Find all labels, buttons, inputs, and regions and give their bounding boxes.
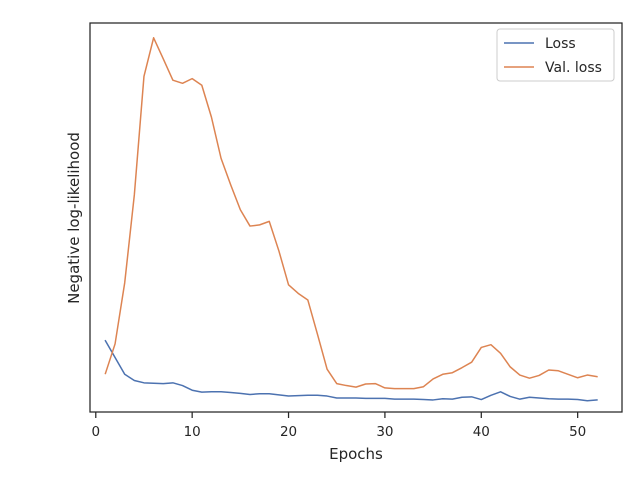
plot-lines: [104, 37, 598, 402]
legend-label-loss: Loss: [545, 36, 576, 52]
x-tick-label: 0: [91, 424, 100, 440]
y-axis-label: Negative log-likelihood: [65, 132, 83, 304]
x-tick-label: 50: [569, 424, 586, 440]
series-line-loss: [104, 339, 598, 402]
x-tick-label: 40: [473, 424, 490, 440]
x-axis-label: Epochs: [329, 445, 383, 463]
x-axis-ticks: 0 10 20 30 40 50: [91, 412, 586, 440]
plot-frame: [89, 22, 623, 413]
x-tick-label: 10: [184, 424, 201, 440]
series-line-val-loss: [104, 37, 598, 390]
legend-box: [496, 28, 615, 82]
x-tick-label: 20: [280, 424, 297, 440]
legend-label-val-loss: Val. loss: [545, 60, 602, 76]
legend: Loss Val. loss: [496, 28, 615, 82]
x-tick-label: 30: [376, 424, 393, 440]
